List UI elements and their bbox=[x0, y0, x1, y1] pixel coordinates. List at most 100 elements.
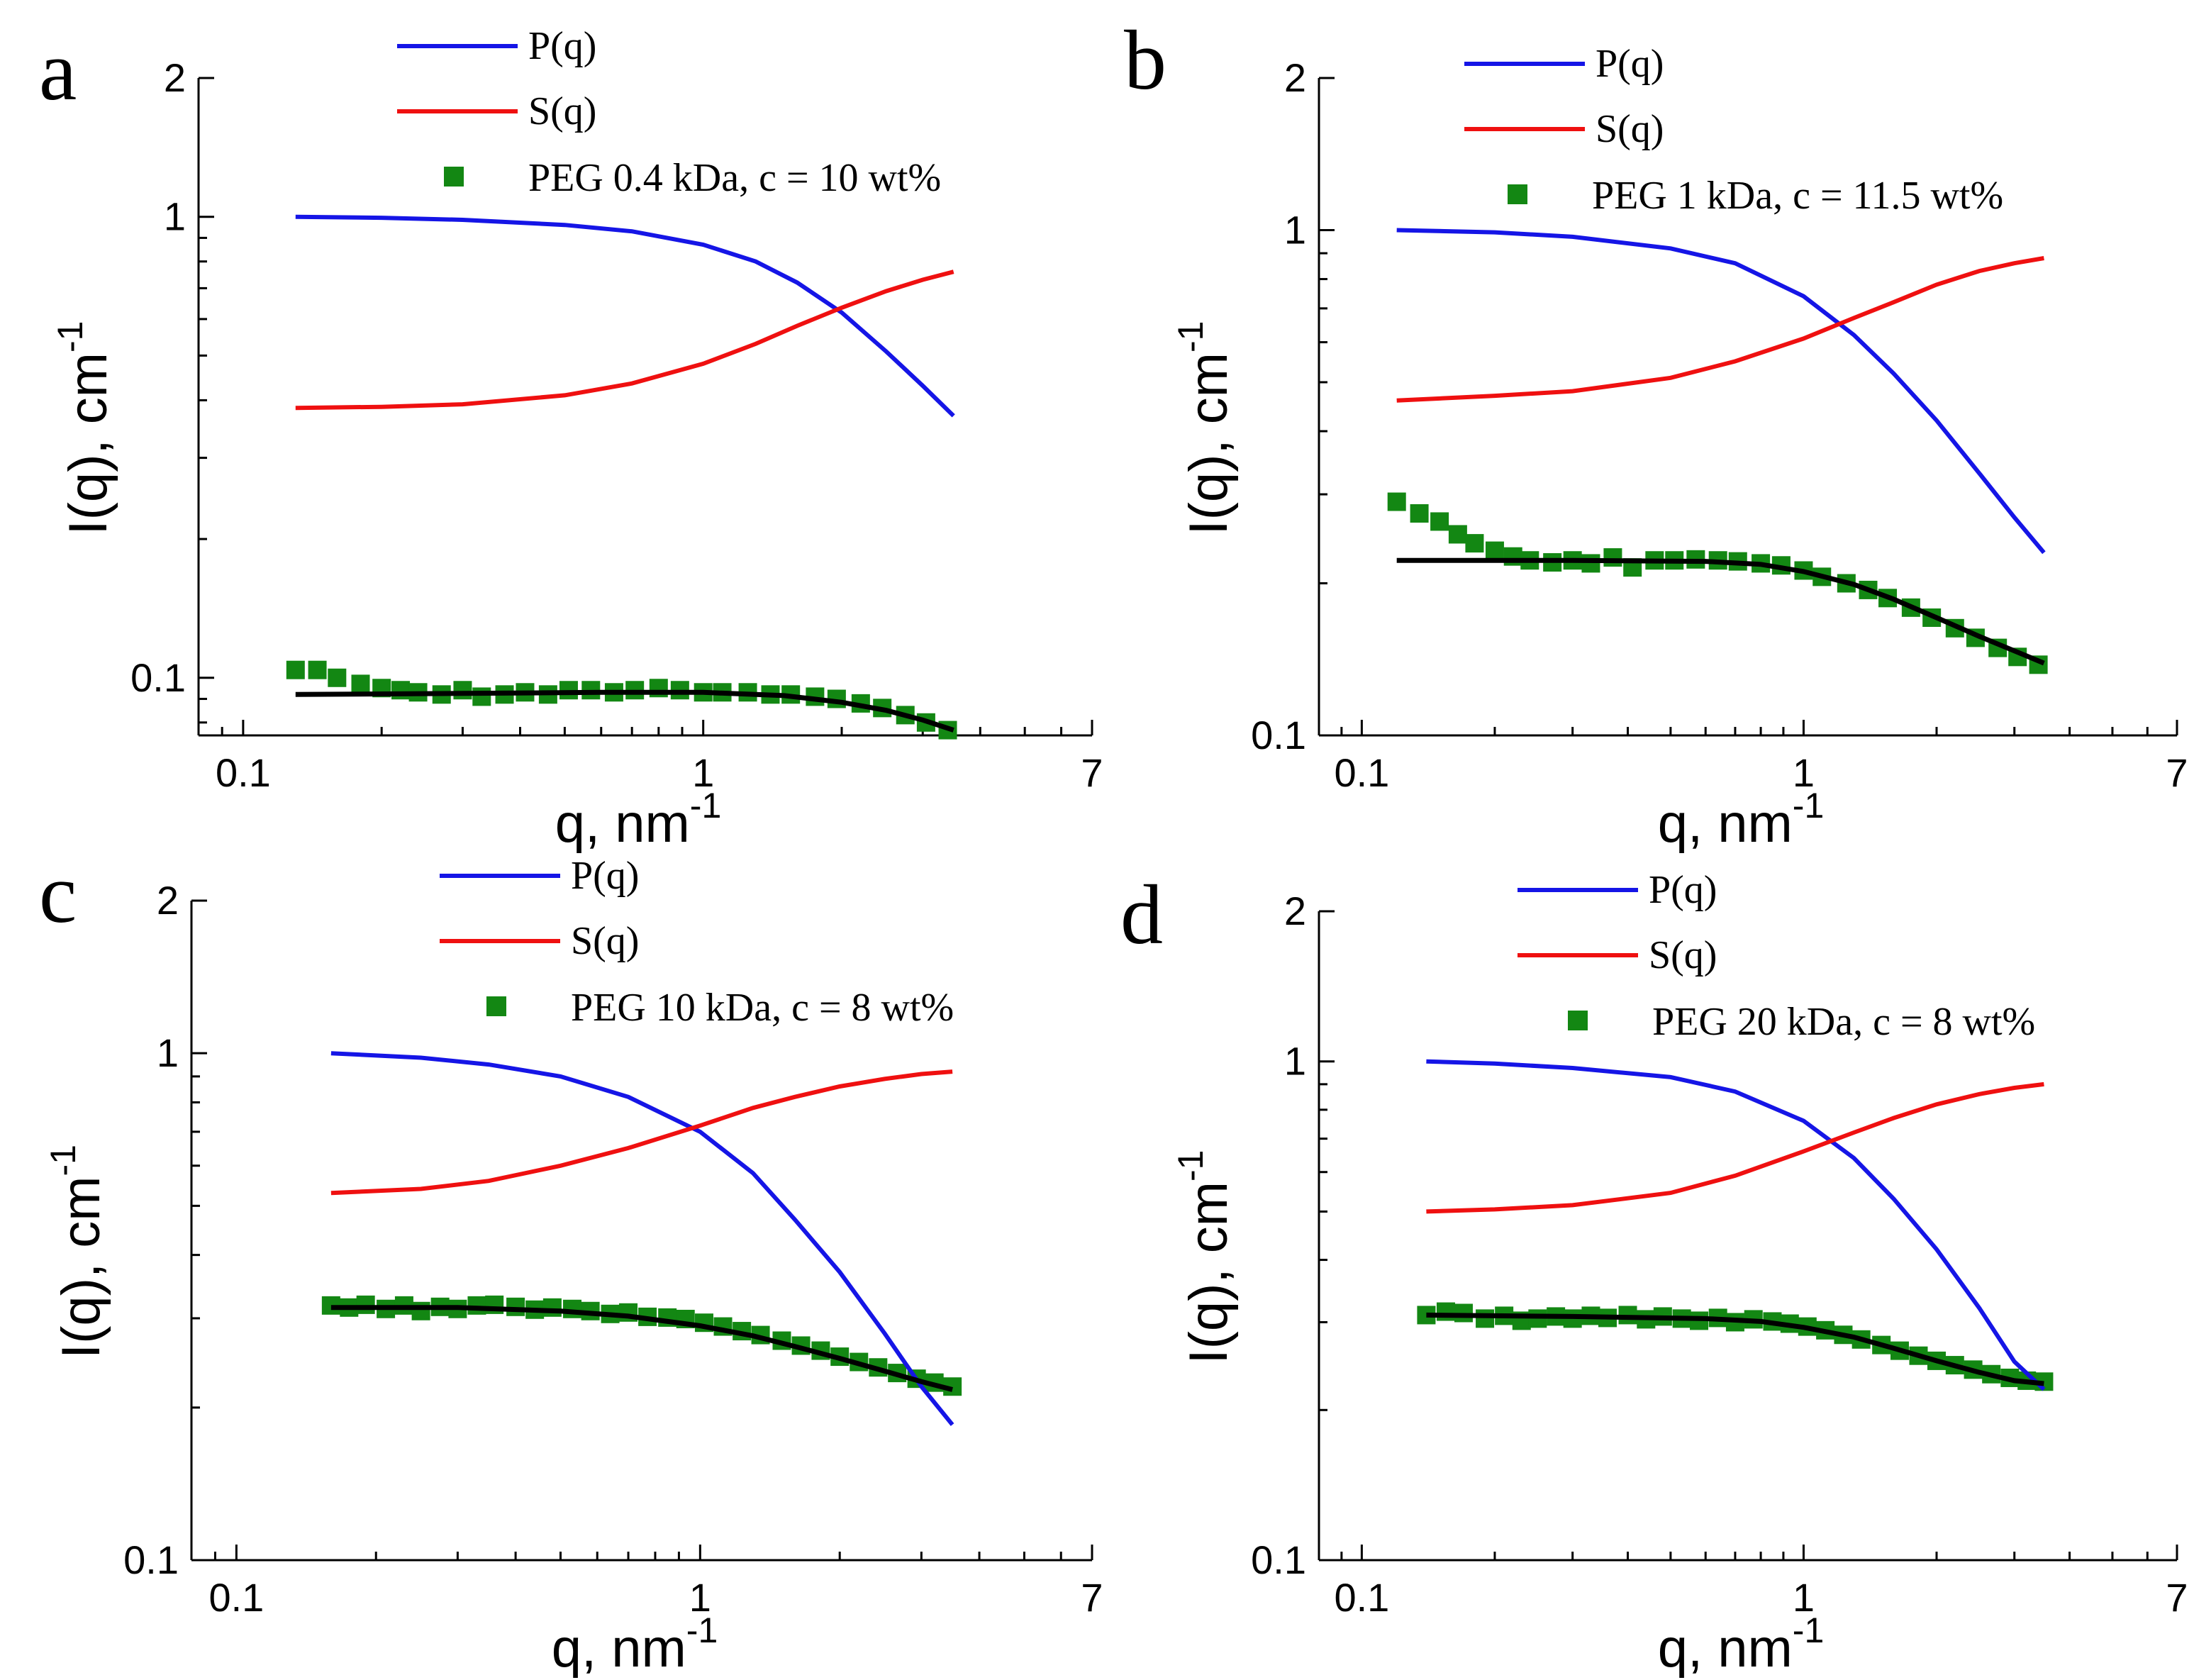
y-axis-label-exponent: -1 bbox=[1171, 1150, 1210, 1181]
p-curve bbox=[295, 214, 955, 418]
y-axis-label: I(q), cm-1 bbox=[43, 1145, 111, 1359]
fit-curve bbox=[330, 1305, 953, 1392]
data-point bbox=[391, 681, 411, 700]
legend-data-swatch bbox=[444, 167, 464, 187]
legend-s-label: S(q) bbox=[1596, 107, 1664, 151]
data-points bbox=[286, 660, 957, 740]
data-point bbox=[563, 1299, 582, 1318]
p-curve bbox=[1396, 228, 2046, 555]
data-point bbox=[1465, 534, 1484, 553]
x-tick-label: 1 bbox=[1793, 750, 1815, 795]
y-axis-label-exponent: -1 bbox=[43, 1145, 83, 1176]
y-tick-label: 2 bbox=[164, 55, 186, 100]
legend-p-label: P(q) bbox=[571, 854, 639, 898]
x-tick-label: 0.1 bbox=[1334, 750, 1389, 795]
data-point bbox=[506, 1297, 525, 1316]
legend-data-swatch bbox=[1508, 184, 1527, 204]
s-curve bbox=[295, 269, 954, 411]
legend-data-label: PEG 0.4 kDa, c = 10 wt% bbox=[528, 156, 941, 200]
s-curve bbox=[1426, 1081, 2044, 1214]
data-point bbox=[1436, 1302, 1455, 1321]
panel-letter: b bbox=[1124, 13, 1166, 107]
legend-s-label: S(q) bbox=[571, 919, 639, 963]
data-point bbox=[453, 681, 472, 700]
y-axis-label: I(q), cm-1 bbox=[1171, 321, 1239, 535]
x-axis-label: q, nm-1 bbox=[552, 1611, 718, 1679]
fit-curve bbox=[1396, 557, 2045, 666]
y-tick-label: 2 bbox=[1284, 889, 1306, 933]
data-point bbox=[1448, 525, 1467, 544]
legend-s-label: S(q) bbox=[528, 89, 596, 133]
y-tick-label: 1 bbox=[1284, 1039, 1306, 1084]
x-axis-label: q, nm-1 bbox=[1658, 1611, 1825, 1679]
data-point bbox=[542, 1298, 562, 1317]
legend-data-swatch bbox=[1568, 1011, 1588, 1030]
y-axis-label-exponent: -1 bbox=[1171, 321, 1210, 352]
panel-b: 0.1 1 7 0.1 1 2 q, nm-1 I(q), cm-1 b P(q) S(q) PEG … bbox=[1124, 13, 2188, 854]
data-points bbox=[1417, 1302, 2054, 1391]
panel-a: 0.1 1 7 0.1 1 2 q, nm-1 I(q), cm-1 a P(q) S(q) PEG … bbox=[39, 23, 1103, 854]
data-point bbox=[411, 1301, 430, 1320]
p-curve bbox=[330, 1051, 954, 1426]
data-point bbox=[328, 668, 347, 687]
legend-s-label: S(q) bbox=[1649, 933, 1717, 977]
y-tick-label: 1 bbox=[1284, 207, 1306, 252]
data-point bbox=[1430, 512, 1449, 531]
y-axis-label: I(q), cm-1 bbox=[50, 321, 118, 535]
x-tick-label: 7 bbox=[2166, 1575, 2188, 1620]
x-axis-label-exponent: -1 bbox=[1793, 1611, 1824, 1650]
x-tick-label: 0.1 bbox=[1334, 1575, 1389, 1620]
x-tick-label: 0.1 bbox=[216, 750, 271, 795]
legend: P(q) S(q) PEG 0.4 kDa, c = 10 wt% bbox=[397, 24, 941, 200]
legend-data-label: PEG 20 kDa, c = 8 wt% bbox=[1652, 1000, 2035, 1044]
data-point bbox=[1503, 547, 1522, 566]
legend-data-label: PEG 10 kDa, c = 8 wt% bbox=[571, 986, 954, 1030]
y-tick-label: 0.1 bbox=[123, 1537, 179, 1582]
legend-p-label: P(q) bbox=[1649, 868, 1717, 912]
p-curve bbox=[1426, 1059, 2046, 1391]
y-tick-label: 0.1 bbox=[1251, 713, 1306, 757]
x-tick-label: 7 bbox=[2166, 750, 2188, 795]
legend-data-label: PEG 1 kDa, c = 11.5 wt% bbox=[1592, 174, 2003, 218]
panel-letter: a bbox=[39, 23, 77, 118]
panel-d: 0.1 1 7 0.1 1 2 q, nm-1 I(q), cm-1 d P(q) S(q) PEG … bbox=[1120, 867, 2188, 1679]
data-point bbox=[286, 660, 305, 679]
legend-p-label: P(q) bbox=[1596, 42, 1664, 86]
x-tick-label: 1 bbox=[689, 1575, 711, 1620]
y-tick-label: 2 bbox=[1284, 55, 1306, 100]
s-curve bbox=[330, 1069, 953, 1196]
data-points bbox=[1387, 492, 2048, 674]
data-point bbox=[467, 1296, 486, 1315]
legend: P(q) S(q) PEG 20 kDa, c = 8 wt% bbox=[1518, 868, 2035, 1044]
data-point bbox=[472, 687, 491, 706]
y-tick-label: 1 bbox=[164, 194, 186, 239]
data-point bbox=[1485, 541, 1504, 560]
legend: P(q) S(q) PEG 1 kDa, c = 11.5 wt% bbox=[1464, 42, 2003, 218]
x-tick-label: 1 bbox=[1793, 1575, 1815, 1620]
fit-curve bbox=[1426, 1312, 2044, 1386]
data-point bbox=[1581, 554, 1600, 573]
panel-letter: d bbox=[1120, 867, 1163, 962]
y-tick-label: 0.1 bbox=[130, 655, 186, 700]
data-point bbox=[308, 660, 327, 679]
x-axis-label-exponent: -1 bbox=[1793, 786, 1824, 825]
data-point bbox=[1410, 504, 1429, 523]
y-tick-label: 1 bbox=[157, 1030, 179, 1075]
y-axis-label-exponent: -1 bbox=[50, 321, 90, 352]
y-axis-label: I(q), cm-1 bbox=[1171, 1150, 1239, 1364]
fit-curve bbox=[295, 689, 954, 733]
panel-c: 0.1 1 7 0.1 1 2 q, nm-1 I(q), cm-1 c P(q) S(q) PEG … bbox=[39, 846, 1103, 1679]
x-tick-label: 7 bbox=[1081, 1575, 1103, 1620]
data-point bbox=[1603, 548, 1622, 567]
y-tick-label: 0.1 bbox=[1251, 1537, 1306, 1582]
data-point bbox=[351, 674, 370, 694]
legend: P(q) S(q) PEG 10 kDa, c = 8 wt% bbox=[440, 854, 954, 1030]
x-axis-label: q, nm-1 bbox=[1658, 786, 1825, 854]
x-axis-label-exponent: -1 bbox=[690, 786, 721, 825]
x-tick-label: 7 bbox=[1081, 750, 1103, 795]
panel-letter: c bbox=[39, 846, 77, 940]
x-axis-label: q, nm-1 bbox=[555, 786, 722, 854]
data-point bbox=[1387, 492, 1406, 511]
x-axis-label-exponent: -1 bbox=[686, 1611, 718, 1650]
